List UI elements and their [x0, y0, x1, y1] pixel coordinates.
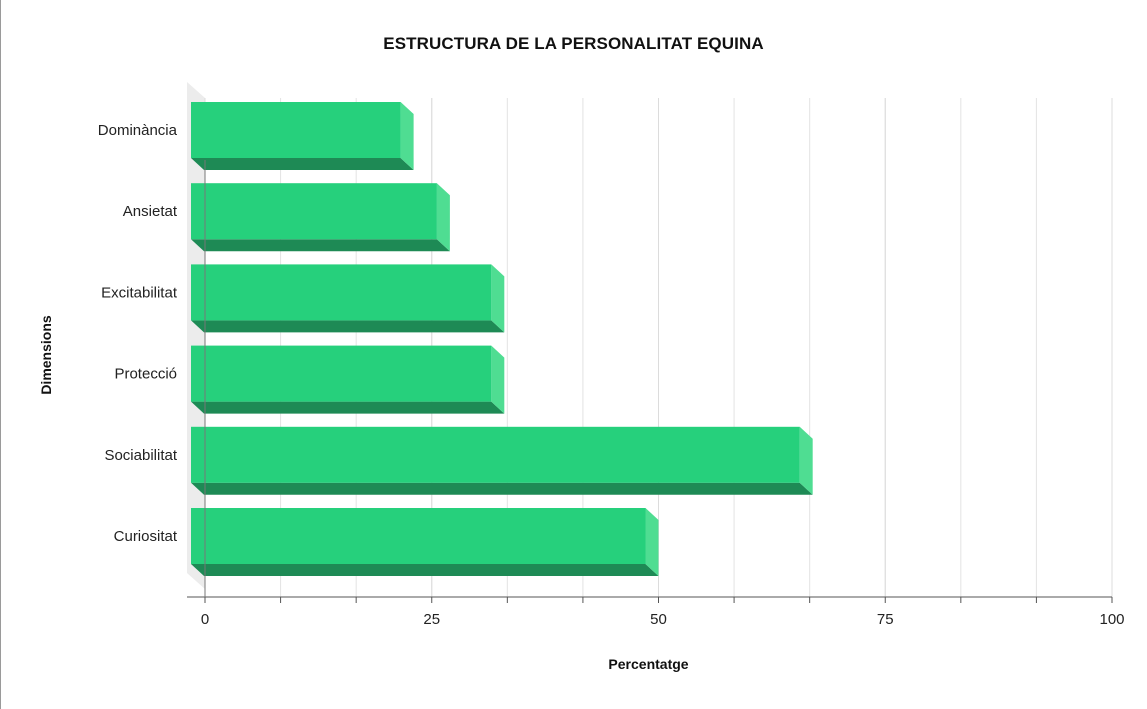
- y-tick-label: Excitabilitat: [101, 284, 178, 301]
- bars-layer: [191, 102, 813, 576]
- x-tick-label: 0: [201, 611, 209, 628]
- chart-title: ESTRUCTURA DE LA PERSONALITAT EQUINA: [383, 34, 764, 53]
- x-tick-label: 25: [423, 611, 440, 628]
- bar-1: [191, 102, 414, 170]
- bar-bottom-face: [191, 482, 813, 495]
- y-tick-label: Curiositat: [114, 528, 178, 545]
- bar-front-face: [191, 183, 437, 240]
- y-tick-label: Sociabilitat: [104, 447, 177, 464]
- bar-front-face: [191, 508, 646, 564]
- bar-bottom-face: [191, 320, 505, 333]
- bar-side-face: [491, 264, 505, 333]
- bar-front-face: [191, 426, 800, 483]
- x-tick-label: 50: [650, 611, 667, 628]
- x-tick-label: 75: [877, 611, 894, 628]
- x-axis-title: Percentatge: [608, 656, 689, 672]
- y-tick-label: Ansietat: [123, 203, 178, 220]
- bar-side-face: [799, 426, 813, 495]
- bar-6: [191, 508, 659, 576]
- x-tick-label: 100: [1099, 611, 1124, 628]
- bar-bottom-face: [191, 401, 505, 414]
- bar-5: [191, 426, 813, 495]
- bar-front-face: [191, 345, 492, 402]
- bar-side-face: [436, 183, 450, 252]
- y-tick-label: Dominància: [98, 122, 178, 139]
- bar-bottom-face: [191, 564, 659, 576]
- axis-layer: Dominància Ansietat Excitabilitat Protecció…: [98, 122, 1125, 628]
- y-tick-label: Protecció: [114, 366, 177, 383]
- bar-4: [191, 345, 505, 414]
- bar-bottom-face: [191, 239, 450, 252]
- bar-side-face: [645, 508, 659, 576]
- bar-front-face: [191, 102, 401, 158]
- bar-side-face: [400, 102, 414, 170]
- bar-side-face: [491, 345, 505, 414]
- bar-bottom-face: [191, 158, 414, 170]
- bar-2: [191, 183, 450, 252]
- bar-3: [191, 264, 505, 333]
- bar-front-face: [191, 264, 492, 321]
